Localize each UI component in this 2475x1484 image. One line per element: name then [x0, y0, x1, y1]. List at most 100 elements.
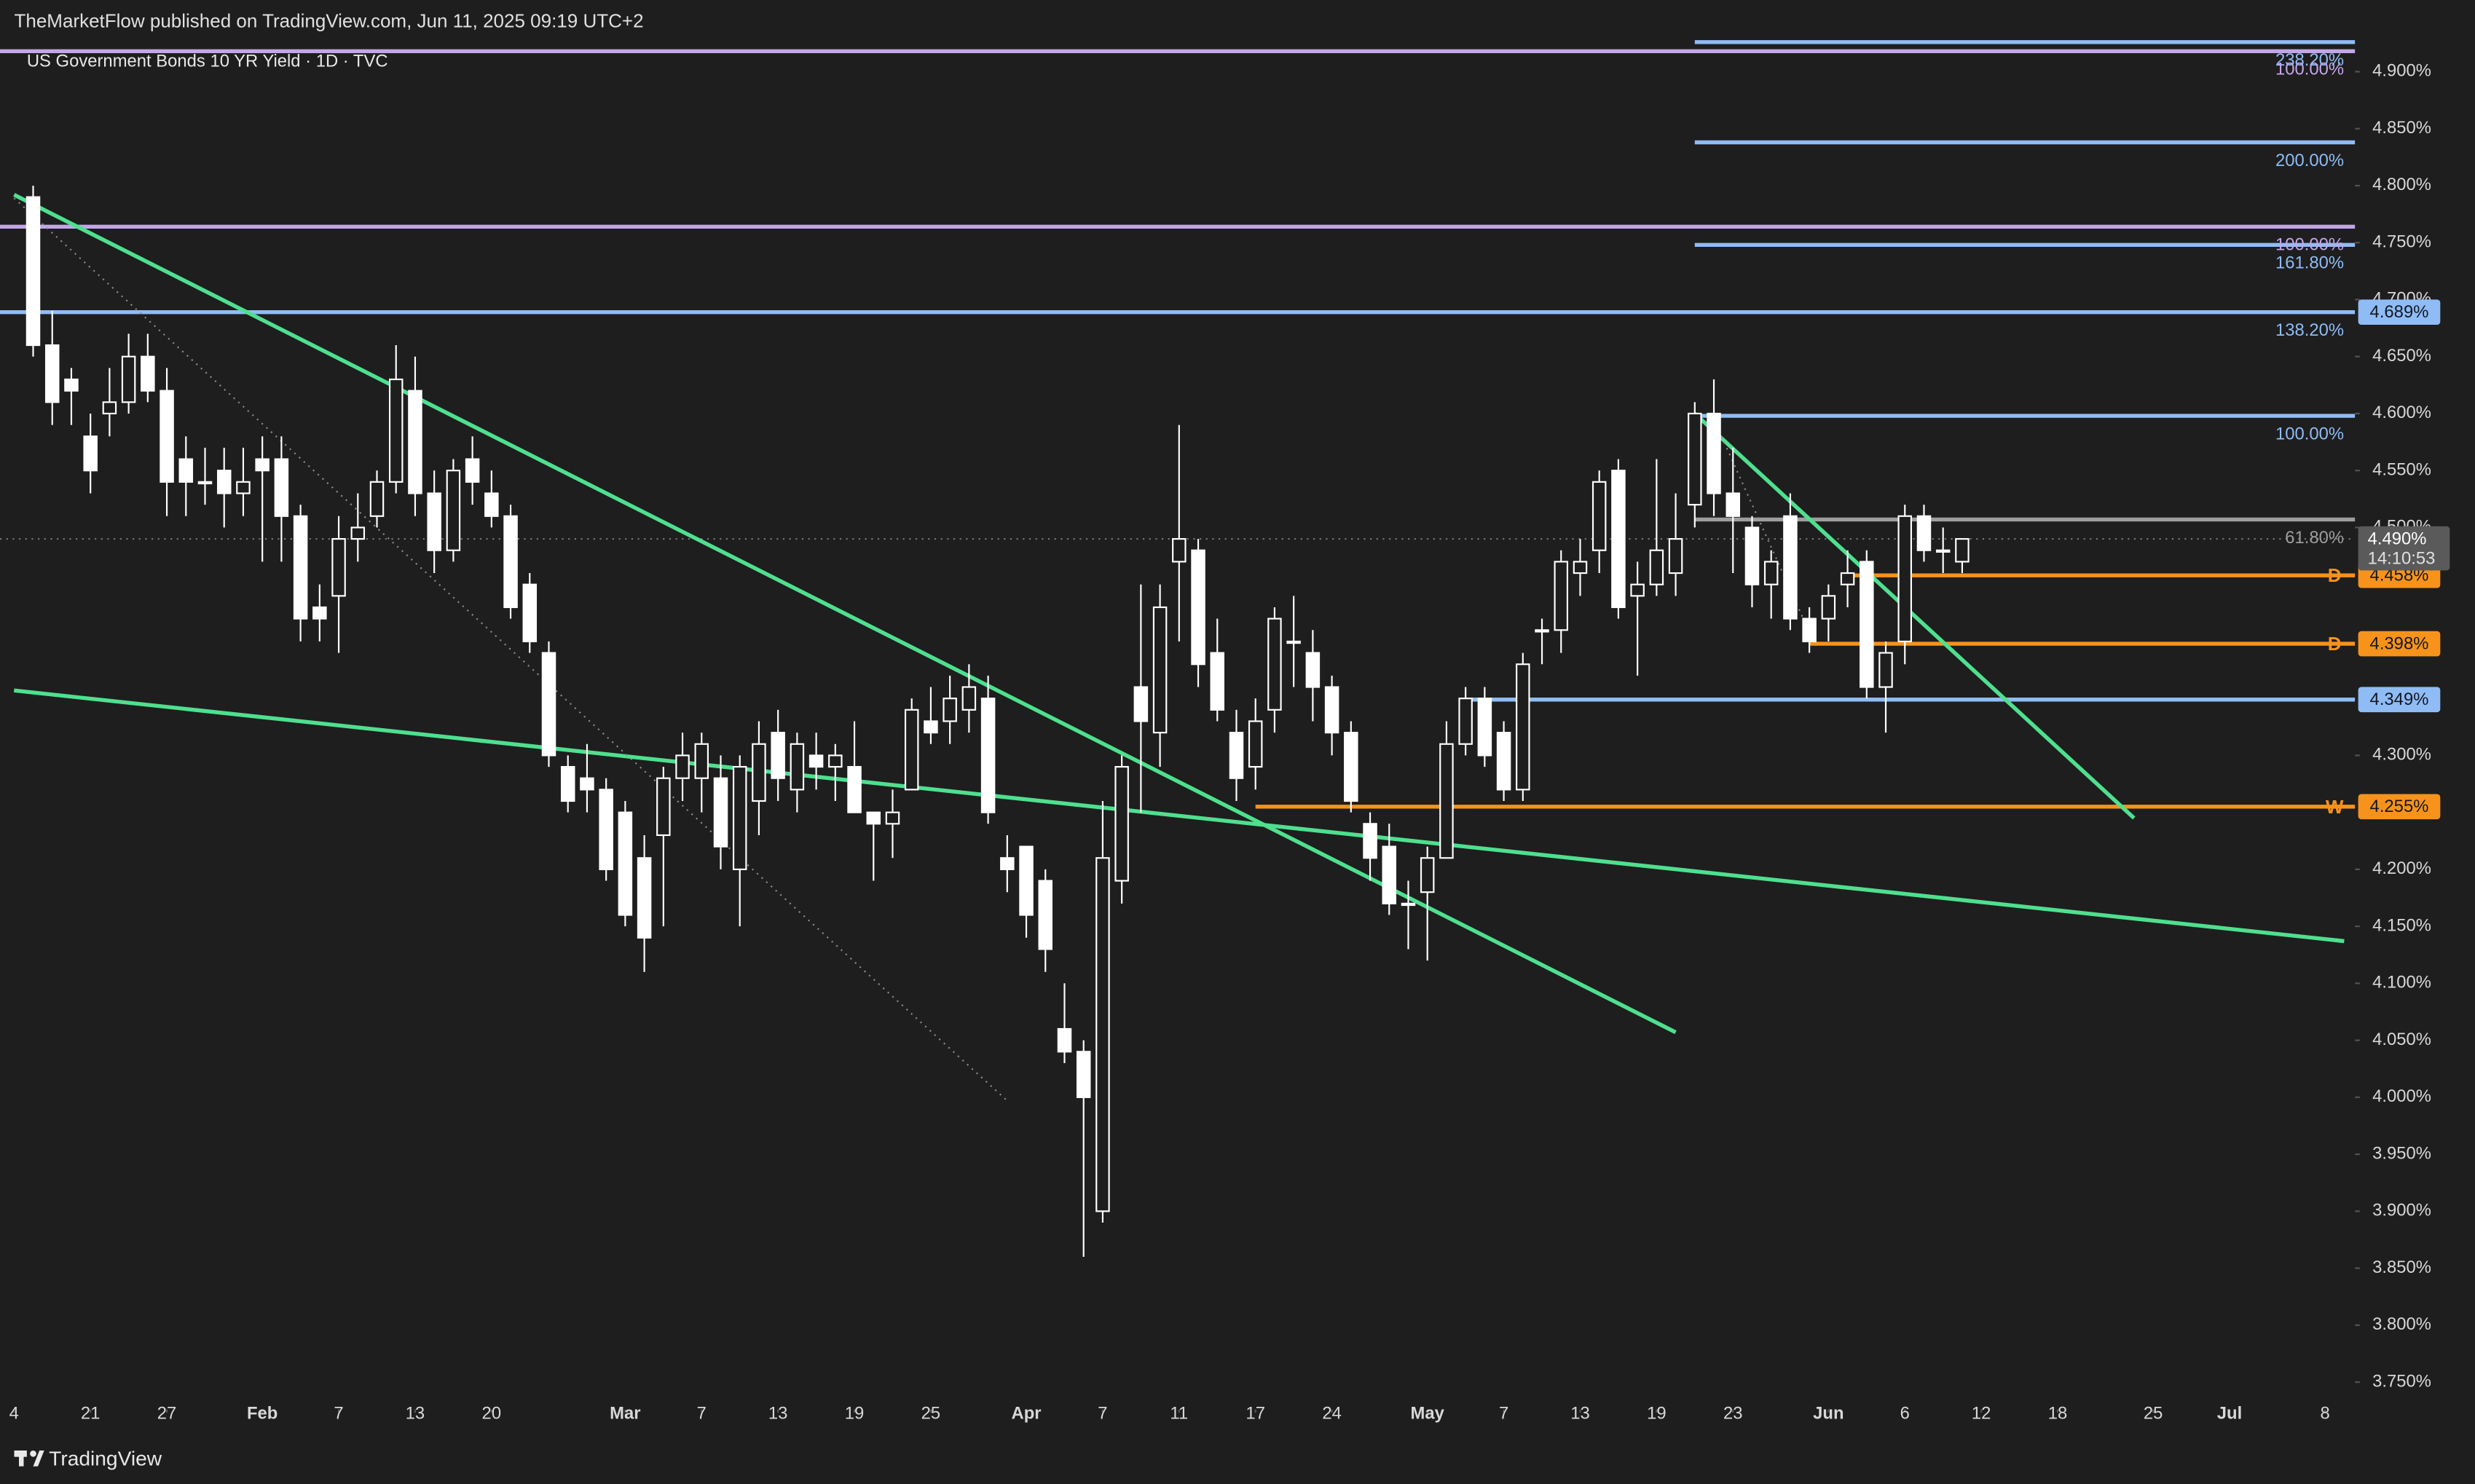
price-tag-label: 4.398%	[2370, 634, 2429, 653]
candle-body	[1229, 732, 1244, 779]
price-tag-label: 4.255%	[2370, 797, 2429, 816]
candle-body	[1324, 686, 1339, 734]
candle-body	[1860, 561, 1874, 688]
price-tag	[2358, 687, 2441, 713]
last-price-tag	[2358, 526, 2450, 571]
candle-body	[1114, 765, 1129, 882]
candle-body	[1535, 629, 1549, 633]
candle-body	[1935, 549, 1951, 553]
x-tick-label: 24	[1322, 1403, 1342, 1423]
level-label: 138.20%	[2275, 320, 2344, 340]
candle-body	[1554, 561, 1569, 631]
x-tick-label: Jun	[1813, 1403, 1844, 1423]
x-tick-label: 4	[9, 1403, 19, 1423]
candle-body	[427, 492, 441, 551]
candle-body	[828, 754, 843, 768]
level-label: 61.80%	[2285, 528, 2344, 548]
candle-body	[465, 458, 480, 483]
candle-body	[503, 515, 518, 609]
x-tick-label: 17	[1246, 1403, 1265, 1423]
candle-body	[866, 811, 881, 825]
candle-body	[1152, 606, 1168, 734]
candle-body	[943, 698, 957, 722]
candle-body	[885, 811, 900, 825]
candle-body	[1133, 686, 1149, 722]
candle-body	[369, 481, 385, 517]
candle-body	[350, 526, 366, 540]
candle-body	[178, 458, 194, 483]
x-tick-label: 12	[1972, 1403, 1991, 1423]
candle-body	[141, 355, 155, 392]
candle-body	[1363, 823, 1377, 859]
candle-body	[1496, 732, 1511, 791]
x-tick-label: 21	[81, 1403, 101, 1423]
y-tick-label: 4.050%	[2372, 1030, 2431, 1049]
level-marker: W	[2326, 796, 2344, 818]
candle-body	[656, 777, 671, 837]
candle-body	[1344, 732, 1358, 802]
x-tick-label: Jul	[2217, 1403, 2242, 1423]
candle-body	[121, 355, 136, 403]
price-tag-label: 4.689%	[2370, 302, 2429, 322]
countdown: 14:10:53	[2368, 549, 2436, 569]
candle-body	[25, 196, 41, 347]
candle-body	[1382, 845, 1397, 904]
last-price-label: 4.490%	[2368, 529, 2427, 548]
candle-body	[484, 492, 499, 517]
candle-body	[446, 470, 461, 551]
axes: 4.900%4.850%4.800%4.750%4.700%4.650%4.60…	[9, 50, 2450, 1423]
candle-body	[408, 390, 422, 494]
y-tick-label: 4.200%	[2372, 859, 2431, 878]
y-tick-label: 3.850%	[2372, 1258, 2431, 1277]
candle-body	[1955, 537, 1970, 563]
tradingview-logo	[14, 1451, 44, 1467]
candle-body	[541, 652, 556, 757]
x-tick-label: Feb	[247, 1403, 278, 1423]
candle-body	[1744, 526, 1760, 585]
price-tag	[2358, 794, 2441, 820]
candle-body	[331, 537, 346, 597]
x-tick-label: Apr	[1012, 1403, 1042, 1423]
candle-body	[771, 732, 785, 779]
candle-body	[197, 481, 213, 485]
candle-body	[1783, 515, 1798, 620]
y-tick-label: 4.100%	[2372, 973, 2431, 992]
candle-body	[1840, 572, 1855, 585]
y-tick-label: 4.600%	[2372, 403, 2431, 422]
candle-body	[1248, 720, 1263, 768]
candle-body	[44, 344, 60, 403]
candle-body	[1591, 481, 1607, 551]
candle-body	[83, 435, 98, 472]
x-tick-label: 11	[1170, 1403, 1188, 1423]
x-tick-label: Mar	[610, 1403, 640, 1423]
candle-body	[255, 458, 269, 472]
trendline	[13, 688, 2345, 944]
candle-body	[293, 515, 308, 620]
candle-body	[1726, 492, 1741, 517]
candle-body	[1019, 845, 1034, 916]
level-label: 238.20%	[2275, 50, 2344, 70]
level-marker: D	[2328, 633, 2342, 655]
y-tick-label: 4.300%	[2372, 745, 2431, 765]
candle-body	[732, 765, 747, 870]
candle-body	[1267, 617, 1282, 711]
candle-body	[713, 777, 728, 848]
y-tick-label: 3.800%	[2372, 1314, 2431, 1334]
candle-body	[675, 754, 690, 779]
price-tag-label: 4.349%	[2370, 690, 2429, 709]
candle-body	[1420, 857, 1435, 893]
candle-body	[1611, 470, 1626, 609]
candle-body	[216, 470, 232, 494]
price-tag	[2358, 299, 2441, 325]
candle-body	[312, 606, 327, 620]
candle-body	[274, 458, 289, 517]
x-tick-label: 13	[1570, 1403, 1590, 1423]
y-tick-label: 4.650%	[2372, 346, 2431, 366]
level-label: 161.80%	[2275, 253, 2344, 273]
candle-body	[1763, 561, 1779, 585]
candle-body	[1802, 617, 1817, 643]
y-tick-label: 4.750%	[2372, 232, 2431, 251]
